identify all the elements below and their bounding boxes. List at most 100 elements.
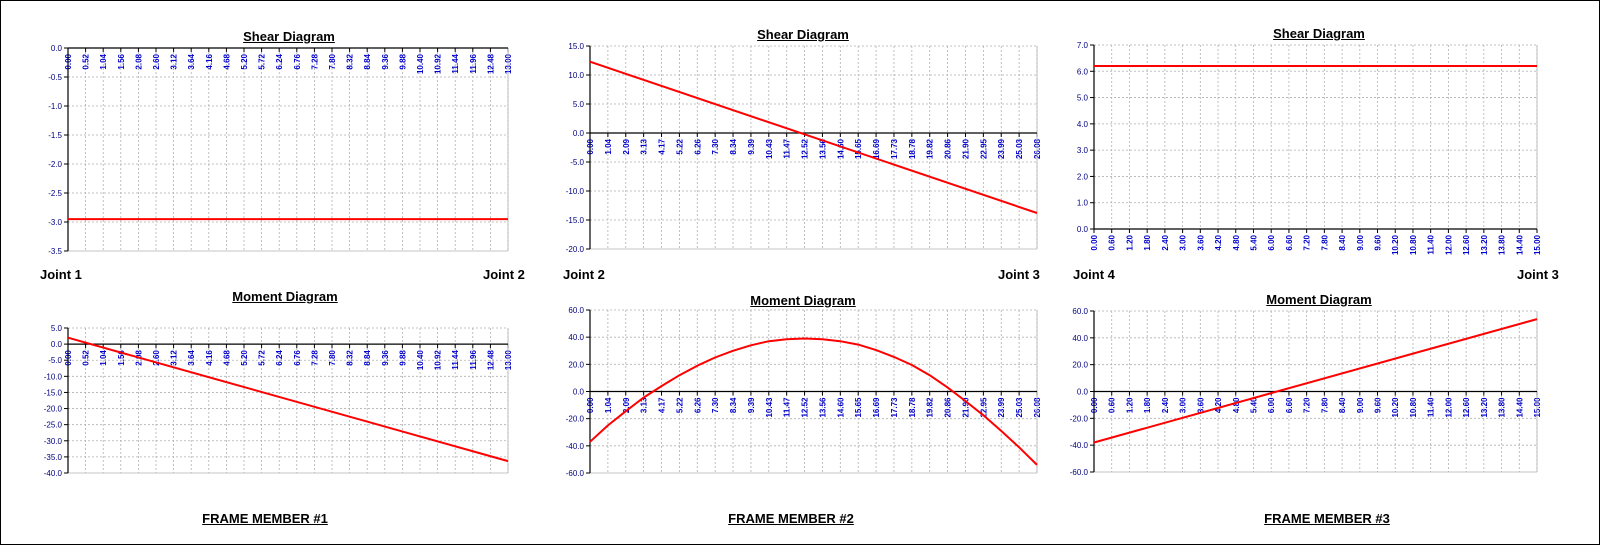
y-tick-label: 4.0 bbox=[1077, 120, 1089, 129]
y-tick-label: 6.0 bbox=[1077, 67, 1089, 76]
y-tick-label: 0.0 bbox=[573, 388, 585, 397]
x-tick-label: 11.96 bbox=[469, 350, 478, 370]
x-tick-label: 20.86 bbox=[944, 397, 953, 418]
x-tick-label: 1.04 bbox=[99, 350, 108, 366]
x-tick-label: 8.34 bbox=[729, 397, 738, 413]
x-tick-label: 2.08 bbox=[134, 53, 143, 69]
x-tick-label: 12.48 bbox=[486, 350, 495, 371]
member-2-left-joint: Joint 2 bbox=[563, 267, 605, 282]
x-tick-label: 5.22 bbox=[675, 138, 684, 154]
y-tick-label: 60.0 bbox=[568, 306, 584, 315]
x-tick-label: 9.88 bbox=[398, 350, 407, 366]
y-tick-label: -15.0 bbox=[44, 388, 63, 397]
x-tick-label: 6.60 bbox=[1285, 234, 1294, 250]
x-tick-label: 6.24 bbox=[275, 53, 284, 69]
x-tick-label: 11.47 bbox=[783, 138, 792, 158]
x-tick-label: 8.34 bbox=[729, 138, 738, 154]
y-tick-label: 20.0 bbox=[1072, 361, 1088, 370]
x-tick-label: 21.90 bbox=[961, 397, 970, 418]
y-tick-label: 60.0 bbox=[1072, 307, 1088, 316]
x-tick-label: 7.28 bbox=[310, 350, 319, 366]
x-tick-label: 15.65 bbox=[854, 138, 863, 159]
x-tick-label: 14.60 bbox=[836, 138, 845, 159]
x-tick-label: 0.52 bbox=[82, 53, 91, 69]
x-tick-label: 5.40 bbox=[1249, 234, 1258, 250]
y-tick-label: -2.0 bbox=[48, 160, 62, 169]
series-line bbox=[1093, 318, 1538, 444]
x-tick-label: 26.08 bbox=[1033, 138, 1042, 159]
x-tick-label: 6.76 bbox=[293, 53, 302, 69]
x-tick-label: 4.68 bbox=[222, 53, 231, 69]
x-tick-label: 6.76 bbox=[293, 350, 302, 366]
x-tick-label: 10.20 bbox=[1391, 397, 1400, 418]
x-tick-label: 7.80 bbox=[1320, 397, 1329, 413]
x-tick-label: 3.13 bbox=[640, 397, 649, 413]
x-tick-label: 13.00 bbox=[504, 350, 513, 371]
y-tick-label: 10.0 bbox=[568, 71, 584, 80]
x-tick-label: 7.80 bbox=[328, 350, 337, 366]
chart-2: 0.000.521.041.562.082.603.123.644.164.68… bbox=[44, 324, 513, 478]
x-tick-label: 6.26 bbox=[693, 397, 702, 413]
x-tick-label: 8.84 bbox=[363, 53, 372, 69]
x-tick-label: 8.32 bbox=[346, 350, 355, 366]
shear-title-2: Shear Diagram bbox=[757, 27, 849, 42]
x-tick-label: 11.44 bbox=[451, 350, 460, 370]
x-tick-label: 12.60 bbox=[1462, 397, 1471, 418]
x-tick-label: 13.56 bbox=[818, 397, 827, 418]
y-tick-label: 15.0 bbox=[568, 42, 584, 51]
x-tick-label: 13.20 bbox=[1480, 397, 1489, 418]
member-1-left-joint: Joint 1 bbox=[40, 267, 82, 282]
x-tick-label: 10.40 bbox=[416, 53, 425, 74]
x-tick-label: 6.00 bbox=[1267, 397, 1276, 413]
x-tick-label: 4.20 bbox=[1214, 234, 1223, 250]
x-tick-label: 10.43 bbox=[765, 397, 774, 418]
x-tick-label: 1.56 bbox=[117, 350, 126, 366]
x-tick-label: 4.80 bbox=[1232, 234, 1241, 250]
chart-5: 0.00 0.60 1.20 1.80 2.40 3.00 3.60 4.20 4.80 5.40… bbox=[1077, 41, 1542, 255]
x-tick-label: 22.95 bbox=[979, 397, 988, 418]
moment-title-2: Moment Diagram bbox=[750, 293, 856, 308]
x-tick-label: 15.00 bbox=[1533, 397, 1542, 418]
member-2-label: FRAME MEMBER #2 bbox=[728, 511, 854, 526]
x-tick-label: 19.82 bbox=[926, 138, 935, 159]
x-tick-label: 5.22 bbox=[675, 397, 684, 413]
series-line bbox=[589, 337, 1038, 466]
x-tick-label: 4.16 bbox=[205, 53, 214, 69]
y-tick-label: 0.0 bbox=[51, 44, 63, 53]
chart-3: 0.001.042.093.134.175.226.267.308.349.39… bbox=[566, 42, 1042, 254]
y-tick-label: -40.0 bbox=[44, 469, 63, 478]
member-3-left-joint: Joint 4 bbox=[1073, 267, 1115, 282]
y-tick-label: -20.0 bbox=[44, 405, 63, 414]
x-tick-label: 14.40 bbox=[1515, 397, 1524, 418]
y-tick-label: -1.5 bbox=[48, 131, 62, 140]
x-tick-label: 2.09 bbox=[622, 397, 631, 413]
x-tick-label: 12.48 bbox=[486, 53, 495, 74]
y-tick-label: 3.0 bbox=[1077, 146, 1089, 155]
y-tick-label: 0.0 bbox=[1077, 388, 1089, 397]
x-tick-label: 22.95 bbox=[979, 138, 988, 159]
member-3-right-joint: Joint 3 bbox=[1517, 267, 1559, 282]
x-tick-label: 25.03 bbox=[1015, 138, 1024, 159]
x-tick-label: 14.60 bbox=[836, 397, 845, 418]
chart-4: 0.001.042.093.134.175.226.267.308.349.39… bbox=[566, 306, 1042, 478]
x-tick-label: 7.80 bbox=[1320, 234, 1329, 250]
x-tick-label: 2.09 bbox=[622, 138, 631, 154]
series-line bbox=[589, 60, 1038, 214]
y-tick-label: -5.0 bbox=[570, 158, 584, 167]
x-tick-label: 23.99 bbox=[997, 138, 1006, 159]
x-tick-label: 9.36 bbox=[381, 350, 390, 366]
x-tick-label: 12.00 bbox=[1444, 234, 1453, 255]
x-tick-label: 7.28 bbox=[310, 53, 319, 69]
member-3-label: FRAME MEMBER #3 bbox=[1264, 511, 1390, 526]
x-tick-label: 8.40 bbox=[1338, 234, 1347, 250]
y-tick-label: -20.0 bbox=[1070, 414, 1089, 423]
x-tick-label: 4.20 bbox=[1214, 397, 1223, 413]
x-tick-label: 8.84 bbox=[363, 350, 372, 366]
x-tick-label: 6.24 bbox=[275, 350, 284, 366]
x-tick-label: 1.80 bbox=[1143, 234, 1152, 250]
x-tick-label: 1.04 bbox=[604, 138, 613, 154]
x-tick-label: 1.04 bbox=[604, 397, 613, 413]
x-tick-label: 11.47 bbox=[783, 397, 792, 417]
x-tick-label: 17.73 bbox=[890, 397, 899, 418]
